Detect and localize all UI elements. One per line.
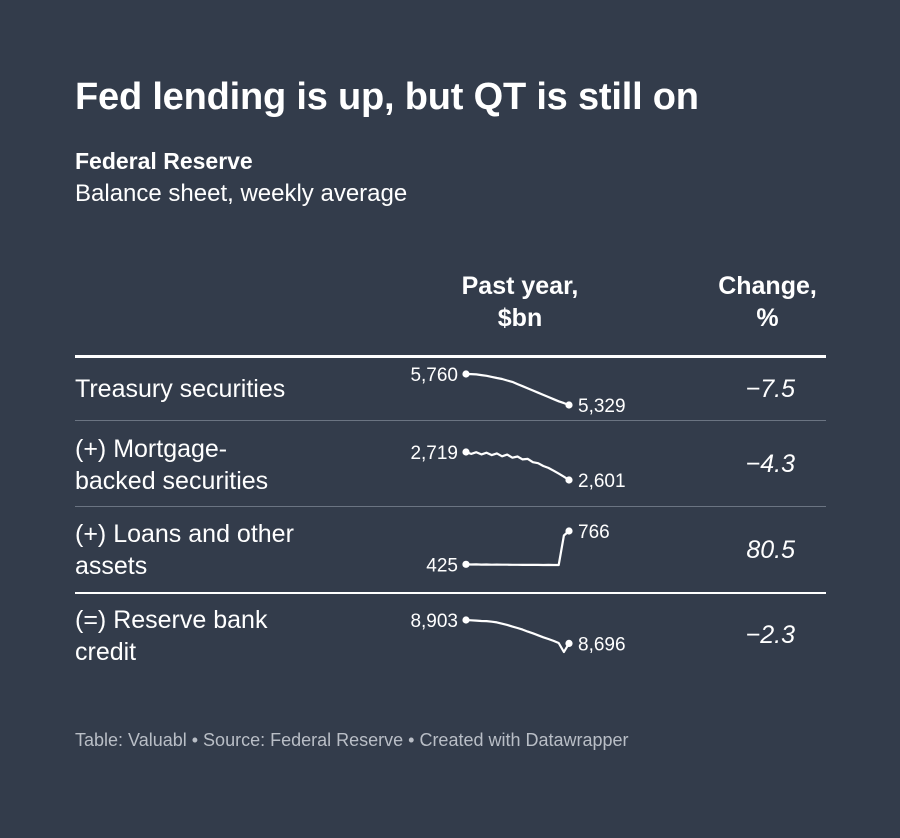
sparkline-end-dot [565,527,573,535]
sparklines: 5,760 5,329 2,719 2,601 425 766 8,903 8,696 [410,365,626,655]
row-label-treasury: Treasury securities [75,373,365,405]
sparkline-end-label: 766 [578,522,610,543]
row-label-line2: assets [75,552,148,580]
sparkline-2 [465,530,570,567]
sparkline-end-dot [565,476,573,484]
sparkline-end-label: 5,329 [578,396,626,417]
column-header-past-year: Past year, $bn [435,270,605,334]
chart-title: Fed lending is up, but QT is still on [75,76,699,118]
row-label-mbs: (+) Mortgage- backed securities [75,433,365,497]
row-label-line2: credit [75,638,137,666]
column-header-change-line2: % [756,304,779,332]
sparkline-end-label: 8,696 [578,634,626,655]
chart-subtitle: Balance sheet, weekly average [75,180,408,207]
sparkline-start-label: 5,760 [410,365,458,386]
chart-subtitle-bold: Federal Reserve [75,148,253,174]
sparkline-start-label: 2,719 [410,443,458,464]
sparkline-end-label: 2,601 [578,471,626,492]
total-divider [75,592,826,594]
sparkline-start-label: 425 [426,555,458,576]
sparkline-start-dot [462,370,470,378]
sparkline-1 [465,450,570,481]
row-change-loans: 80.5 [746,536,795,564]
sparkline-start-dot [462,560,470,568]
sparkline-end-dot [565,639,573,648]
footer-credits: Table: Valuabl • Source: Federal Reserve… [75,730,629,750]
sparkline-start-dot [462,616,470,624]
row-divider [75,506,826,507]
header-divider [75,355,826,358]
row-label-line1: Treasury securities [75,375,286,403]
sparkline-start-dot [462,448,470,456]
row-change-mbs: −4.3 [745,450,795,478]
column-header-past-year-line2: $bn [497,304,543,332]
row-label-line1: (+) Mortgage- [75,435,228,463]
sparkline-0 [465,372,570,407]
row-change-treasury: −7.5 [745,375,795,403]
row-label-loans: (+) Loans and other assets [75,518,365,582]
row-label-line2: backed securities [75,467,269,495]
row-label-line1: (=) Reserve bank [75,606,268,634]
row-label-reserve-bank-credit: (=) Reserve bank credit [75,604,365,668]
row-label-line1: (+) Loans and other [75,520,294,548]
sparkline-start-label: 8,903 [410,611,458,632]
row-change-reserve-bank-credit: −2.3 [745,621,795,649]
column-header-change: Change, % [695,270,840,334]
row-divider [75,420,826,421]
column-header-change-line1: Change, [718,272,817,300]
chart-table: Fed lending is up, but QT is still on Fe… [75,0,826,838]
column-header-past-year-line1: Past year, [461,272,579,300]
sparkline-end-dot [565,401,573,409]
sparkline-3 [465,618,570,654]
